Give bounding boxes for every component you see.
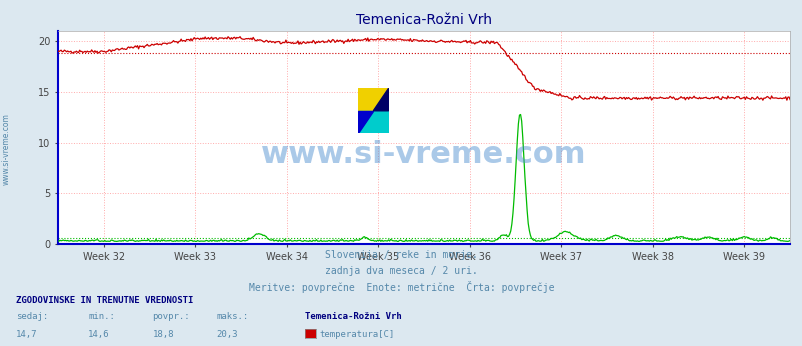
Text: Slovenija / reke in morje.: Slovenija / reke in morje.: [325, 250, 477, 260]
Text: sedaj:: sedaj:: [16, 312, 48, 321]
Text: maks.:: maks.:: [217, 312, 249, 321]
Text: zadnja dva meseca / 2 uri.: zadnja dva meseca / 2 uri.: [325, 266, 477, 276]
Text: povpr.:: povpr.:: [152, 312, 190, 321]
Text: 20,3: 20,3: [217, 330, 238, 339]
Text: min.:: min.:: [88, 312, 115, 321]
Text: www.si-vreme.com: www.si-vreme.com: [2, 113, 11, 185]
Title: Temenica-Rožni Vrh: Temenica-Rožni Vrh: [355, 13, 492, 27]
Text: Meritve: povprečne  Enote: metrične  Črta: povprečje: Meritve: povprečne Enote: metrične Črta:…: [249, 281, 553, 293]
Text: www.si-vreme.com: www.si-vreme.com: [261, 140, 586, 169]
Polygon shape: [358, 111, 388, 133]
Text: 14,7: 14,7: [16, 330, 38, 339]
Polygon shape: [358, 111, 373, 133]
Polygon shape: [373, 88, 388, 111]
Text: ZGODOVINSKE IN TRENUTNE VREDNOSTI: ZGODOVINSKE IN TRENUTNE VREDNOSTI: [16, 296, 193, 305]
Text: temperatura[C]: temperatura[C]: [319, 330, 395, 339]
Text: 14,6: 14,6: [88, 330, 110, 339]
Text: Temenica-Rožni Vrh: Temenica-Rožni Vrh: [305, 312, 401, 321]
Text: 18,8: 18,8: [152, 330, 174, 339]
Polygon shape: [358, 88, 388, 111]
